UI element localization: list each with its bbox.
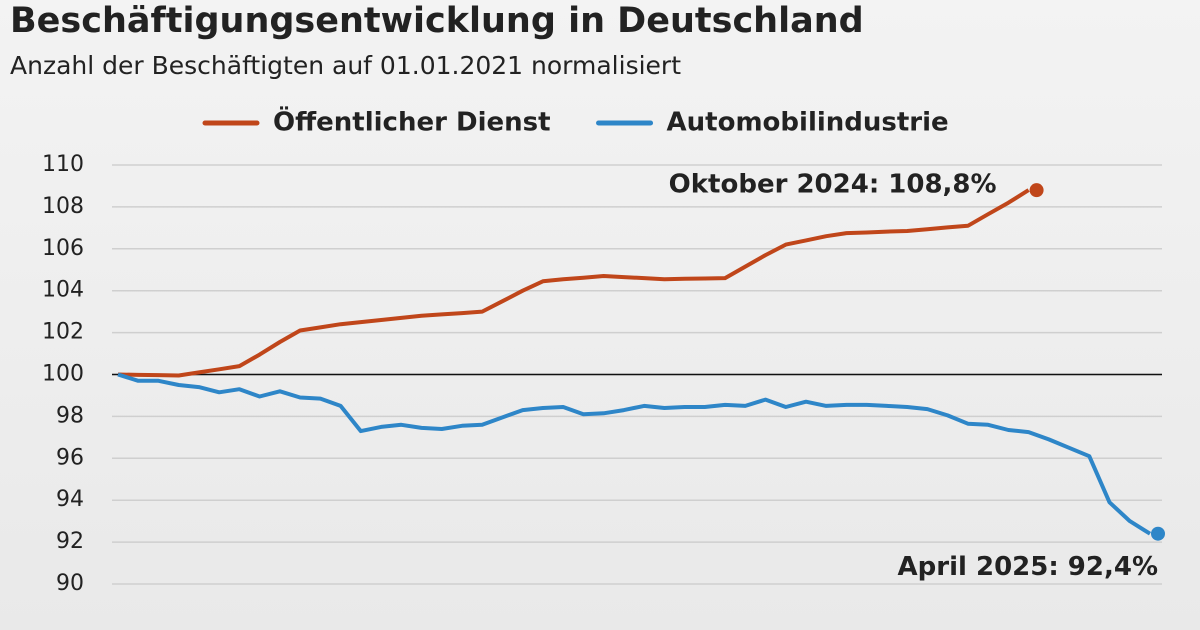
- legend-label: Öffentlicher Dienst: [273, 105, 551, 138]
- y-tick-label: 102: [42, 320, 84, 345]
- y-tick-label: 100: [42, 362, 84, 387]
- chart-title: Beschäftigungsentwicklung in Deutschland: [10, 1, 864, 41]
- legend-label: Automobilindustrie: [667, 108, 949, 138]
- y-tick-label: 98: [56, 403, 84, 428]
- series-line: [117, 188, 1030, 378]
- legend: Öffentlicher Dienst Automobilindustrie: [202, 105, 949, 138]
- y-tick-label: 110: [42, 152, 84, 177]
- y-tick-label: 90: [56, 571, 84, 596]
- annotation: April 2025: 92,4%: [898, 552, 1158, 582]
- y-tick-label: 106: [42, 236, 84, 261]
- end-point: [1029, 183, 1044, 198]
- y-tick-label: 92: [56, 529, 84, 554]
- end-point: [1151, 526, 1165, 541]
- y-tick-label: 96: [56, 445, 84, 470]
- y-tick-label: 94: [56, 487, 84, 512]
- annotation: Oktober 2024: 108,8%: [669, 170, 997, 200]
- y-tick-label: 108: [42, 194, 84, 219]
- series-line: [117, 372, 1152, 536]
- y-tick-label: 104: [42, 278, 84, 303]
- chart-subtitle: Anzahl der Beschäftigten auf 01.01.2021 …: [10, 51, 681, 80]
